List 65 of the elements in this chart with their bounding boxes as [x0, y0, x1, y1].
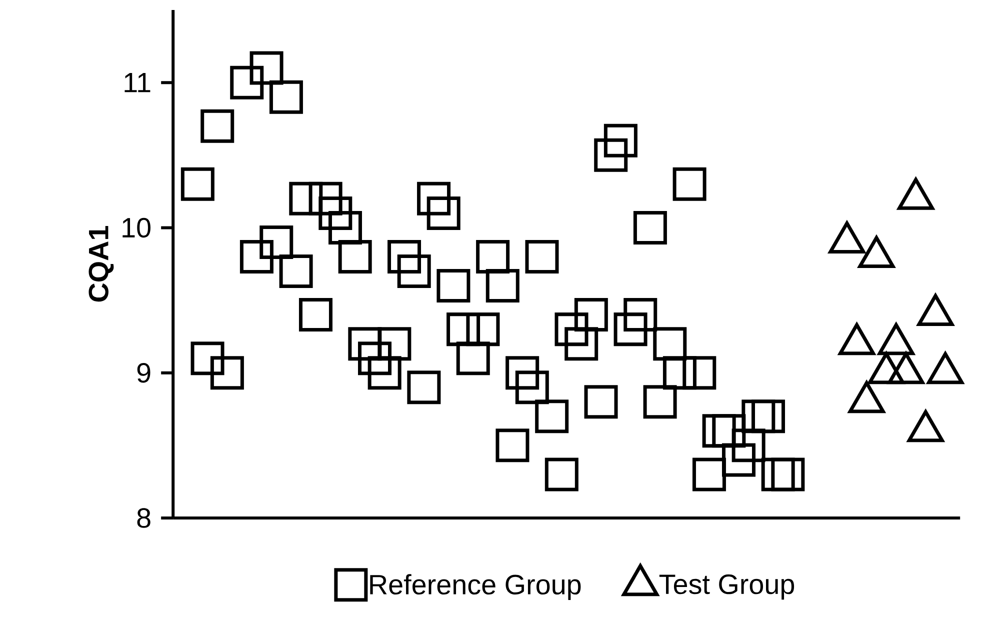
- point: [486, 269, 520, 303]
- point: [407, 370, 441, 404]
- y-tick-label: 11: [124, 72, 150, 92]
- point: [544, 458, 578, 492]
- point: [388, 240, 422, 274]
- point: [358, 342, 392, 376]
- point: [554, 312, 588, 346]
- point: [260, 225, 294, 259]
- point: [515, 370, 549, 404]
- point: [525, 240, 559, 274]
- point: [436, 269, 470, 303]
- point: [535, 400, 569, 434]
- point: [348, 327, 382, 361]
- point: [378, 327, 412, 361]
- point: [574, 298, 608, 332]
- point: [732, 428, 766, 462]
- point: [308, 182, 342, 216]
- point: [190, 342, 224, 376]
- point: [564, 327, 598, 361]
- y-tick-label: 10: [122, 218, 150, 238]
- point: [200, 109, 234, 143]
- point: [289, 182, 323, 216]
- point: [662, 356, 696, 390]
- legend-label: Reference Group: [370, 574, 581, 600]
- legend-label: Test Group: [659, 574, 794, 600]
- point: [230, 66, 264, 100]
- point: [476, 240, 510, 274]
- point: [722, 443, 756, 477]
- point: [446, 312, 480, 346]
- point: [210, 356, 244, 390]
- point: [328, 210, 362, 244]
- point: [653, 327, 687, 361]
- point: [624, 298, 658, 332]
- point: [397, 254, 431, 288]
- point: [594, 138, 628, 172]
- point: [250, 51, 284, 85]
- point: [180, 167, 214, 201]
- point: [426, 196, 460, 230]
- point: [682, 356, 716, 390]
- point: [298, 298, 332, 332]
- point: [643, 385, 677, 419]
- point: [692, 458, 726, 492]
- point: [496, 428, 530, 462]
- point: [279, 254, 313, 288]
- point: [368, 356, 402, 390]
- point: [456, 342, 490, 376]
- point: [269, 80, 303, 114]
- point: [672, 167, 706, 201]
- point: [633, 210, 667, 244]
- point: [417, 182, 451, 216]
- point: [614, 312, 648, 346]
- point: [761, 458, 795, 492]
- y-tick-label: 9: [137, 362, 150, 383]
- point: [318, 196, 352, 230]
- point: [584, 385, 618, 419]
- point: [604, 124, 638, 158]
- point: [752, 400, 786, 434]
- point: [702, 414, 736, 448]
- point: [771, 458, 805, 492]
- y-tick-label: 8: [137, 508, 150, 528]
- point: [338, 240, 372, 274]
- point: [240, 240, 274, 274]
- point: [506, 356, 540, 390]
- y-axis-title: CQA1: [88, 226, 114, 302]
- point: [466, 312, 500, 346]
